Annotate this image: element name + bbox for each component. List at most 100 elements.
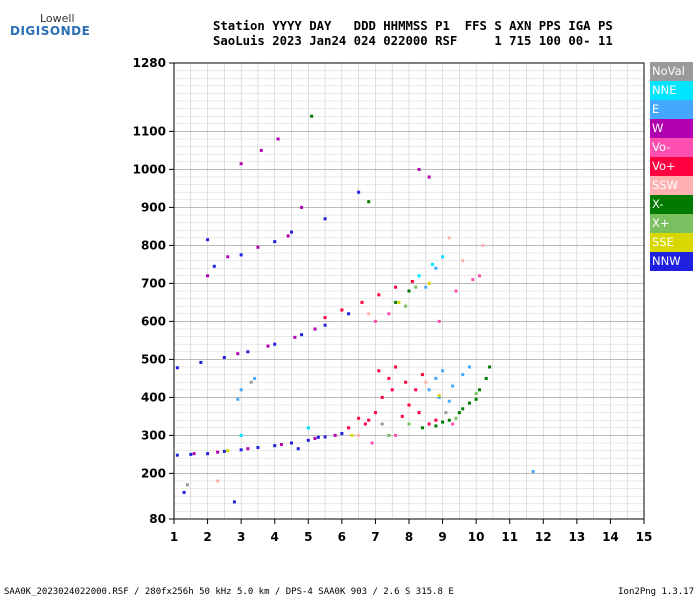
- data-point-vo-: [394, 285, 398, 289]
- data-point-x-: [441, 420, 445, 424]
- data-point-e: [441, 369, 445, 373]
- data-point-ssw: [461, 259, 465, 263]
- data-point-nnw: [206, 452, 210, 456]
- x-tick-label: 1: [170, 530, 178, 544]
- x-tick-label: 7: [371, 530, 379, 544]
- data-point-w: [259, 148, 263, 152]
- data-point-noval: [249, 380, 253, 384]
- data-point-nnw: [290, 230, 293, 234]
- data-point-nnw: [239, 448, 243, 452]
- data-point-vo-: [400, 414, 404, 418]
- data-point-vo-: [357, 416, 361, 420]
- y-tick-label: 1000: [133, 162, 166, 176]
- data-point-vo-: [373, 411, 377, 415]
- data-point-nnw: [239, 253, 243, 257]
- data-point-vo-: [380, 395, 384, 399]
- data-point-vo-: [394, 365, 398, 369]
- data-point-x-: [420, 426, 424, 430]
- data-point-nnw: [182, 490, 186, 494]
- data-point-nnw: [212, 264, 216, 268]
- data-point-x-: [310, 114, 314, 118]
- data-point-w: [313, 436, 317, 440]
- data-point-nnw: [306, 438, 310, 442]
- data-point-e: [236, 397, 240, 401]
- legend-item-w: W: [650, 119, 693, 138]
- data-point-vo-: [427, 422, 431, 426]
- data-point-nnw: [357, 190, 361, 194]
- data-point-e: [447, 399, 451, 403]
- y-tick-label: 900: [141, 200, 166, 214]
- data-point-noval: [380, 422, 384, 426]
- data-point-w: [206, 274, 210, 278]
- data-point-nnw: [323, 217, 327, 221]
- data-point-x-: [394, 300, 398, 304]
- data-point-w: [427, 175, 431, 179]
- data-point-w: [333, 433, 337, 437]
- data-point-vo-: [410, 280, 414, 283]
- data-point-vo-: [407, 403, 411, 407]
- data-point-vo-: [454, 289, 458, 293]
- y-tick-label: 500: [141, 352, 166, 366]
- y-tick-label: 800: [141, 238, 166, 252]
- legend-item-ssw: SSW: [650, 176, 693, 195]
- data-point-e: [461, 373, 465, 377]
- data-point-sse: [350, 433, 354, 437]
- data-point-vo-: [377, 369, 381, 373]
- data-point-x-: [488, 365, 492, 369]
- y-tick-label: 1280: [133, 56, 166, 70]
- data-point-nnw: [340, 432, 344, 435]
- x-tick-label: 8: [405, 530, 413, 544]
- data-point-w: [216, 450, 220, 454]
- data-point-x-: [407, 289, 411, 293]
- footer-file-info: SAA0K_2023024022000.RSF / 280fx256h 50 k…: [4, 587, 454, 597]
- legend-item-vo-: Vo-: [650, 138, 693, 157]
- y-tick-label: 300: [141, 428, 166, 442]
- data-point-e: [437, 395, 441, 399]
- data-point-vo-: [360, 300, 364, 304]
- legend-item-noval: NoVal: [650, 62, 693, 81]
- data-point-w: [236, 352, 240, 356]
- data-point-w: [417, 167, 421, 171]
- data-point-e: [424, 285, 428, 289]
- data-point-w: [256, 245, 260, 249]
- x-tick-label: 3: [237, 530, 245, 544]
- data-point-nnw: [316, 435, 320, 439]
- data-point-w: [313, 327, 317, 331]
- legend-item-x-: X-: [650, 195, 693, 214]
- y-tick-label: 400: [141, 390, 166, 404]
- data-point-x-: [467, 401, 471, 405]
- legend-item-vo-: Vo+: [650, 157, 693, 176]
- data-point-e: [434, 266, 438, 270]
- data-point-x-: [414, 285, 418, 289]
- header-line-2: SaoLuis 2023 Jan24 024 022000 RSF 1 715 …: [213, 34, 613, 48]
- data-point-sse: [437, 394, 441, 397]
- data-point-ssw: [447, 236, 451, 240]
- data-point-nnw: [175, 366, 179, 370]
- data-point-nnw: [323, 323, 327, 327]
- legend: NoVal NNE E W Vo- Vo+ SSW X- X+ SSE NNW: [650, 62, 693, 271]
- data-point-e: [239, 388, 243, 392]
- data-point-x-: [367, 200, 371, 204]
- data-point-ssw: [481, 243, 485, 247]
- x-tick-label: 14: [602, 530, 619, 544]
- data-point-x-: [457, 411, 461, 415]
- data-point-x-: [434, 424, 438, 428]
- y-tick-label: 1100: [133, 124, 166, 138]
- data-point-nnw: [273, 444, 277, 448]
- data-point-e: [253, 376, 257, 380]
- x-tick-label: 11: [501, 530, 518, 544]
- data-point-vo-: [373, 319, 377, 323]
- data-point-vo-: [414, 388, 418, 392]
- data-point-vo-: [417, 411, 421, 415]
- data-point-nnw: [273, 342, 277, 346]
- data-point-nnw: [206, 238, 210, 242]
- data-point-nne: [431, 262, 434, 266]
- legend-item-x-: X+: [650, 214, 693, 233]
- data-point-sse: [397, 300, 401, 304]
- data-point-w: [279, 443, 283, 447]
- data-point-nnw: [290, 441, 293, 445]
- data-point-vo-: [347, 426, 351, 430]
- legend-item-nne: NNE: [650, 81, 693, 100]
- data-point-nnw: [347, 312, 351, 316]
- data-point-x-: [447, 418, 451, 422]
